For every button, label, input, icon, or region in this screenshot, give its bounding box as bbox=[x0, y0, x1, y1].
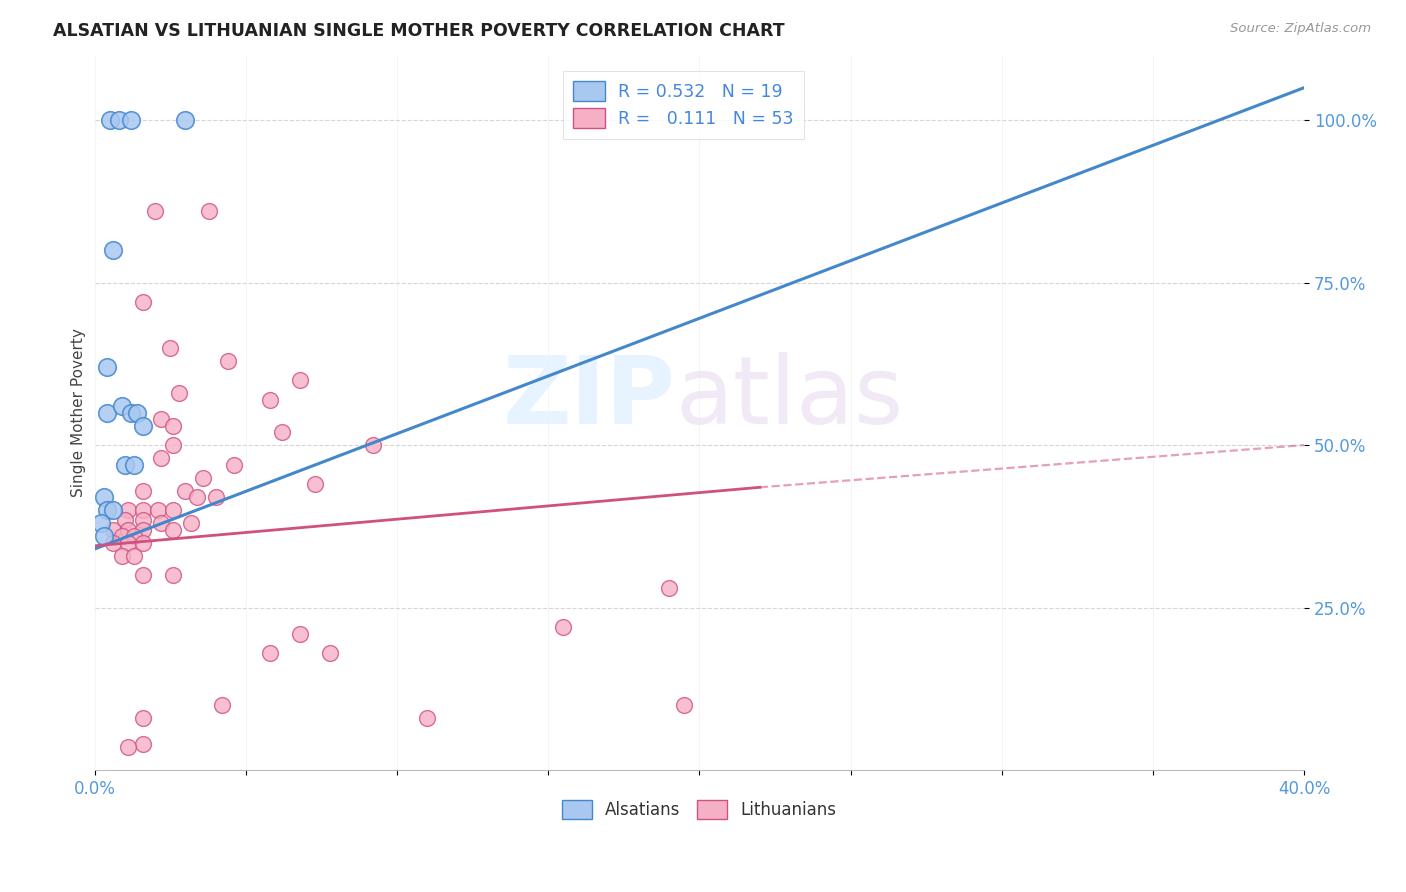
Point bbox=[211, 698, 233, 712]
Point bbox=[101, 243, 124, 257]
Text: Source: ZipAtlas.com: Source: ZipAtlas.com bbox=[1230, 22, 1371, 36]
Point bbox=[122, 549, 145, 563]
Y-axis label: Single Mother Poverty: Single Mother Poverty bbox=[72, 328, 86, 497]
Point bbox=[132, 535, 155, 549]
Point bbox=[132, 503, 155, 517]
Point bbox=[162, 438, 184, 452]
Point bbox=[132, 513, 155, 527]
Point bbox=[111, 399, 134, 413]
Point bbox=[290, 373, 312, 387]
Point bbox=[217, 353, 239, 368]
Point bbox=[193, 470, 215, 484]
Point bbox=[117, 503, 139, 517]
Point bbox=[204, 490, 226, 504]
Point bbox=[162, 418, 184, 433]
Point bbox=[180, 516, 202, 530]
Point bbox=[259, 646, 281, 660]
Point bbox=[111, 549, 134, 563]
Text: ZIP: ZIP bbox=[502, 352, 675, 444]
Point bbox=[162, 568, 184, 582]
Point bbox=[111, 529, 134, 543]
Point bbox=[553, 620, 575, 634]
Point bbox=[167, 386, 190, 401]
Point bbox=[120, 406, 142, 420]
Point bbox=[143, 204, 166, 219]
Point bbox=[132, 483, 155, 498]
Point bbox=[93, 490, 115, 504]
Point bbox=[174, 113, 197, 128]
Point bbox=[101, 523, 124, 537]
Point bbox=[122, 529, 145, 543]
Point bbox=[222, 458, 245, 472]
Point bbox=[271, 425, 294, 439]
Point bbox=[186, 490, 208, 504]
Point bbox=[162, 523, 184, 537]
Point bbox=[162, 503, 184, 517]
Point bbox=[658, 581, 681, 595]
Point bbox=[101, 535, 124, 549]
Point bbox=[132, 418, 155, 433]
Point bbox=[96, 503, 118, 517]
Point bbox=[150, 412, 173, 426]
Point bbox=[96, 406, 118, 420]
Point bbox=[416, 711, 439, 725]
Point bbox=[117, 523, 139, 537]
Point bbox=[290, 626, 312, 640]
Point bbox=[146, 503, 169, 517]
Point bbox=[117, 740, 139, 755]
Point bbox=[304, 477, 326, 491]
Point bbox=[132, 295, 155, 310]
Point bbox=[101, 503, 124, 517]
Point bbox=[361, 438, 384, 452]
Point bbox=[117, 535, 139, 549]
Point bbox=[174, 483, 197, 498]
Point bbox=[107, 113, 129, 128]
Point bbox=[132, 523, 155, 537]
Legend: Alsatians, Lithuanians: Alsatians, Lithuanians bbox=[555, 793, 844, 826]
Point bbox=[122, 458, 145, 472]
Point bbox=[96, 360, 118, 375]
Point bbox=[120, 113, 142, 128]
Point bbox=[90, 516, 112, 530]
Point bbox=[132, 711, 155, 725]
Point bbox=[93, 529, 115, 543]
Point bbox=[319, 646, 342, 660]
Text: ALSATIAN VS LITHUANIAN SINGLE MOTHER POVERTY CORRELATION CHART: ALSATIAN VS LITHUANIAN SINGLE MOTHER POV… bbox=[53, 22, 785, 40]
Point bbox=[132, 568, 155, 582]
Point bbox=[150, 451, 173, 466]
Point bbox=[150, 516, 173, 530]
Point bbox=[98, 113, 121, 128]
Point bbox=[114, 513, 136, 527]
Point bbox=[259, 392, 281, 407]
Point bbox=[198, 204, 221, 219]
Point bbox=[673, 698, 696, 712]
Text: atlas: atlas bbox=[675, 352, 904, 444]
Point bbox=[114, 458, 136, 472]
Point bbox=[125, 406, 148, 420]
Point bbox=[132, 737, 155, 751]
Point bbox=[159, 341, 181, 355]
